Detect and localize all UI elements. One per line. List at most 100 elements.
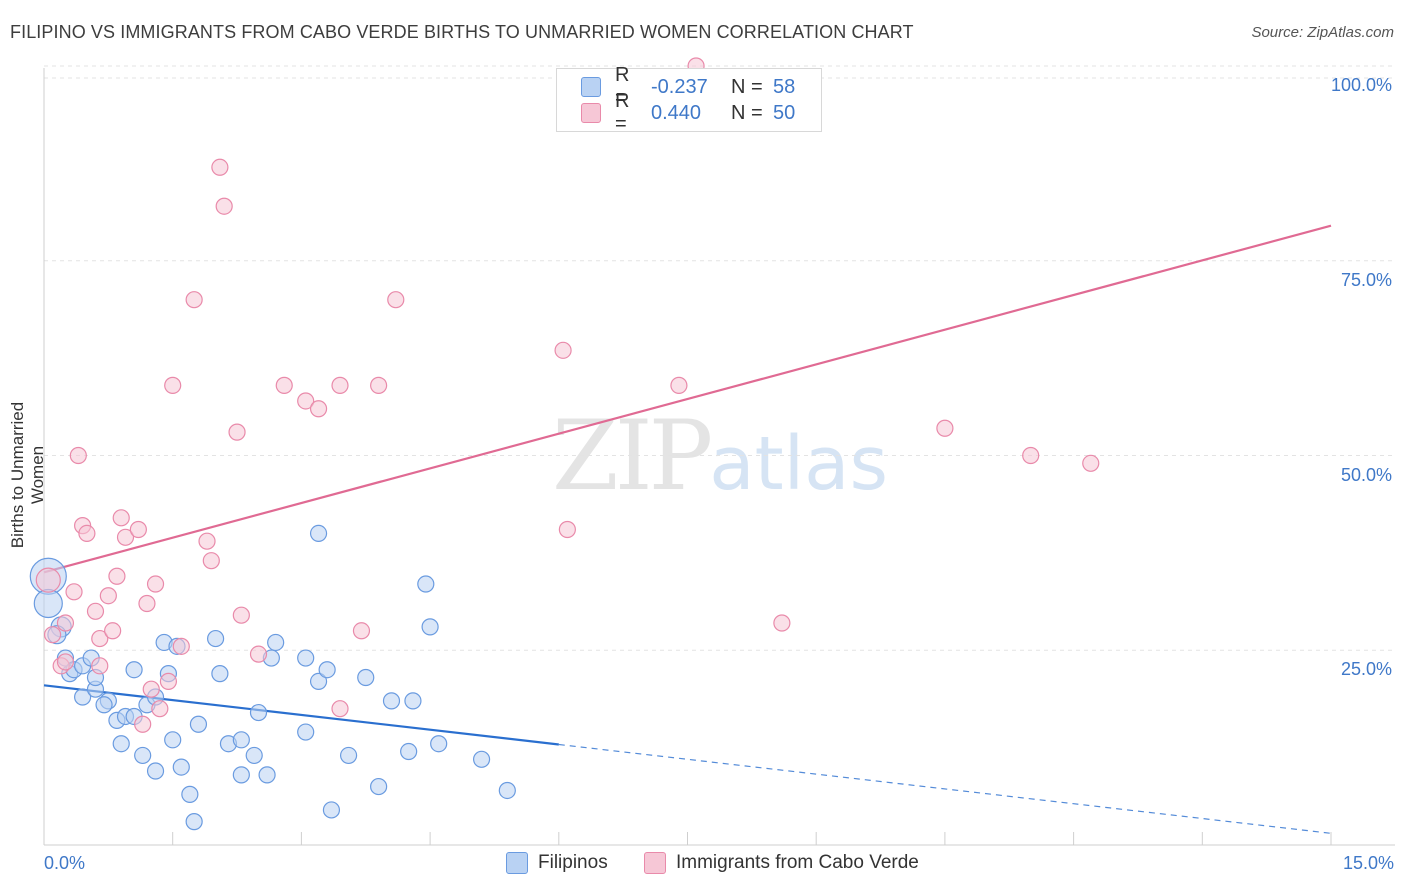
point-cabo-verde xyxy=(138,594,156,613)
point-cabo-verde xyxy=(670,376,688,394)
point-filipinos xyxy=(95,696,113,714)
point-cabo-verde xyxy=(56,614,75,632)
point-cabo-verde xyxy=(86,602,105,620)
point-cabo-verde xyxy=(249,645,268,663)
point-filipinos xyxy=(382,692,401,710)
point-cabo-verde xyxy=(202,552,220,570)
point-cabo-verde xyxy=(331,376,349,394)
point-filipinos xyxy=(370,777,388,796)
point-filipinos xyxy=(112,735,130,753)
n-value: 50 xyxy=(773,101,796,124)
trend-lines xyxy=(43,224,1332,834)
r-value: -0.237 xyxy=(651,75,708,98)
point-filipinos xyxy=(421,618,439,636)
axes xyxy=(43,68,1395,846)
point-cabo-verde xyxy=(773,614,791,632)
trend-line-cabo-verde xyxy=(43,224,1332,574)
legend-item-filipinos[interactable]: Filipinos xyxy=(506,852,608,874)
point-filipinos xyxy=(181,785,199,803)
point-cabo-verde xyxy=(275,376,293,394)
point-filipinos xyxy=(404,692,422,710)
point-filipinos xyxy=(400,742,418,761)
y-tick-label: 100.0% xyxy=(1330,75,1392,95)
chart-title: FILIPINO VS IMMIGRANTS FROM CABO VERDE B… xyxy=(10,22,914,42)
point-cabo-verde xyxy=(116,528,135,546)
point-cabo-verde xyxy=(370,376,388,394)
point-filipinos xyxy=(297,649,315,667)
point-filipinos xyxy=(309,524,328,543)
point-cabo-verde xyxy=(172,637,190,655)
legend-item-cabo-verde[interactable]: Immigrants from Cabo Verde xyxy=(644,852,919,874)
point-cabo-verde xyxy=(1022,446,1040,465)
correlation-legend: R = -0.237 N = 58 R = 0.440 N = 50 xyxy=(556,64,822,135)
point-filipinos xyxy=(134,746,152,765)
point-filipinos xyxy=(164,731,182,749)
point-cabo-verde xyxy=(108,567,126,585)
n-label: N = xyxy=(731,101,763,124)
point-cabo-verde xyxy=(56,653,75,671)
point-filipinos xyxy=(211,665,229,683)
point-filipinos xyxy=(258,766,276,784)
n-label: N = xyxy=(731,75,763,98)
legend-swatch-pink xyxy=(644,852,666,874)
x-tick-label-min: 0.0% xyxy=(44,853,86,873)
point-cabo-verde xyxy=(151,700,169,718)
legend-row-cabo-verde: R = 0.440 N = 50 xyxy=(581,90,796,135)
point-filipinos xyxy=(249,703,268,722)
legend-swatch-pink xyxy=(581,103,601,123)
point-cabo-verde xyxy=(215,197,233,215)
point-cabo-verde xyxy=(297,392,315,410)
point-cabo-verde xyxy=(134,715,152,733)
point-filipinos xyxy=(232,731,250,749)
point-filipinos xyxy=(357,668,375,687)
point-filipinos xyxy=(417,575,435,593)
point-cabo-verde xyxy=(352,622,371,640)
point-filipinos xyxy=(322,801,341,819)
point-filipinos xyxy=(207,629,225,648)
point-cabo-verde xyxy=(164,376,182,394)
legend-row-filipinos: R = -0.237 N = 58 xyxy=(581,64,796,109)
point-cabo-verde xyxy=(69,446,87,465)
legend-swatch-blue xyxy=(506,852,528,874)
x-tick-label-max: 15.0% xyxy=(1342,853,1394,873)
point-cabo-verde xyxy=(1082,454,1100,472)
point-filipinos xyxy=(498,781,516,800)
legend-label: Filipinos xyxy=(538,852,608,873)
point-filipinos xyxy=(172,758,190,776)
point-cabo-verde xyxy=(331,700,349,718)
point-cabo-verde xyxy=(43,626,62,644)
n-value: 58 xyxy=(773,75,796,98)
point-cabo-verde xyxy=(65,583,83,601)
point-cabo-verde xyxy=(232,606,250,624)
point-cabo-verde xyxy=(91,657,109,675)
y-tick-label: 25.0% xyxy=(1340,659,1392,680)
point-filipinos xyxy=(74,688,92,706)
r-value: 0.440 xyxy=(651,101,702,124)
point-filipinos xyxy=(33,588,63,619)
y-tick-label: 75.0% xyxy=(1340,269,1392,290)
legend-swatch-blue xyxy=(581,77,601,97)
point-filipinos xyxy=(125,661,143,679)
point-cabo-verde xyxy=(387,291,405,309)
point-cabo-verde xyxy=(146,575,165,593)
source-label: Source: ZipAtlas.com xyxy=(1251,24,1394,41)
point-cabo-verde xyxy=(554,341,572,359)
trend-line-filipinos xyxy=(43,684,559,746)
point-filipinos xyxy=(472,750,491,768)
point-cabo-verde xyxy=(129,520,147,539)
trend-line-filipinos-projection xyxy=(558,743,1332,834)
series-legend: Filipinos Immigrants from Cabo Verde xyxy=(0,852,1406,878)
point-cabo-verde xyxy=(228,423,246,441)
series-filipinos-points xyxy=(29,524,516,831)
y-tick-label: 50.0% xyxy=(1340,464,1392,485)
y-axis-title: Births to Unmarried Women xyxy=(8,401,47,549)
point-filipinos xyxy=(430,735,448,753)
point-cabo-verde xyxy=(309,400,328,418)
point-cabo-verde xyxy=(78,524,96,543)
point-filipinos xyxy=(185,813,203,831)
point-cabo-verde xyxy=(35,567,61,593)
point-cabo-verde xyxy=(558,520,576,539)
legend-label: Immigrants from Cabo Verde xyxy=(676,852,919,873)
point-filipinos xyxy=(297,723,315,741)
